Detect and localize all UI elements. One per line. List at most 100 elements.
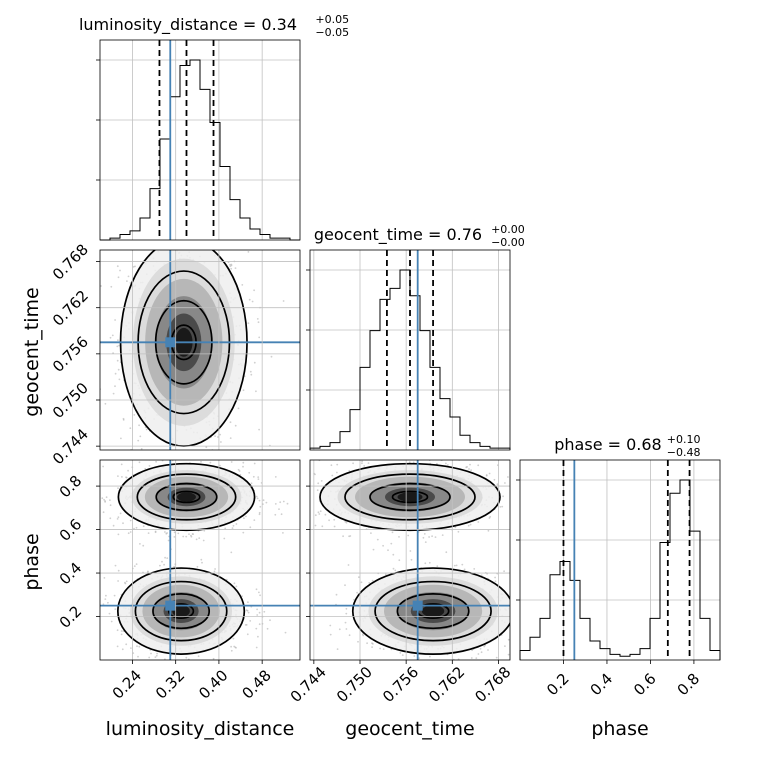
panel-luminosity-distance-vs-phase-sample-point bbox=[282, 532, 284, 534]
panel-luminosity-distance-vs-phase-sample-point bbox=[166, 557, 169, 559]
panel-geocent-time-vs-phase-sample-point bbox=[441, 534, 444, 536]
panel-luminosity-distance-vs-geocent-time-sample-point bbox=[168, 457, 170, 459]
panel-geocent-time-vs-phase-sample-point bbox=[480, 651, 483, 654]
panel-geocent-time-vs-phase-sample-point bbox=[379, 647, 381, 650]
panel-luminosity-distance-vs-phase-contour-0-1 bbox=[136, 473, 237, 521]
panel-luminosity-distance-vs-geocent-time-sample-point bbox=[230, 267, 233, 270]
hist-luminosity-distance: luminosity_distance = 0.34 +0.05−0.05 bbox=[79, 13, 349, 241]
panel-luminosity-distance-vs-phase-sample-point bbox=[161, 668, 163, 670]
panel-luminosity-distance-vs-phase-sample-point bbox=[170, 453, 172, 455]
panel-luminosity-distance-vs-phase-sample-point bbox=[102, 511, 105, 514]
panel-luminosity-distance-vs-phase-sample-point bbox=[148, 465, 151, 467]
panel-luminosity-distance-vs-phase-sample-point bbox=[182, 535, 185, 538]
panel-geocent-time-vs-phase-sample-point bbox=[515, 616, 517, 618]
panel-geocent-time-vs-phase-sample-point bbox=[377, 458, 379, 460]
panel-luminosity-distance-vs-phase-sample-point bbox=[245, 515, 247, 518]
panel-geocent-time-vs-phase-sample-point bbox=[431, 535, 433, 538]
panel-geocent-time-vs-phase-sample-point bbox=[319, 510, 322, 513]
panel-luminosity-distance-vs-phase-sample-point bbox=[198, 537, 201, 539]
panel-luminosity-distance-vs-phase-sample-point bbox=[125, 476, 127, 479]
panel-geocent-time-vs-phase-frame bbox=[309, 459, 511, 661]
panel-luminosity-distance-vs-phase-sample-point bbox=[258, 611, 261, 614]
panel-luminosity-distance-vs-phase-sample-point bbox=[252, 475, 255, 478]
panel-luminosity-distance-vs-phase-sample-point bbox=[146, 456, 148, 458]
panel-geocent-time-vs-phase-sample-point bbox=[515, 473, 517, 475]
panel-geocent-time-vs-phase-sample-point bbox=[382, 648, 385, 650]
panel-luminosity-distance-vs-phase-sample-point bbox=[109, 499, 111, 501]
panel-geocent-time-vs-phase-sample-point bbox=[367, 662, 369, 664]
panel-luminosity-distance-vs-geocent-time-sample-point bbox=[237, 407, 240, 410]
ytick-geocent-time-2-label: 0.756 bbox=[49, 333, 92, 376]
hist-geocent-time-title: geocent_time = 0.76 bbox=[314, 225, 482, 245]
panel-luminosity-distance-vs-geocent-time-grid bbox=[100, 250, 300, 450]
panel-luminosity-distance-vs-phase-sample-point bbox=[280, 513, 283, 516]
panel-geocent-time-vs-phase-sample-point bbox=[379, 455, 381, 457]
panel-luminosity-distance-vs-phase-sample-point bbox=[104, 501, 106, 503]
panel-geocent-time-vs-phase-sample-point bbox=[391, 453, 393, 455]
panel-luminosity-distance-vs-geocent-time-sample-point bbox=[219, 433, 222, 436]
panel-luminosity-distance-vs-phase-truth-marker bbox=[165, 600, 176, 611]
panel-geocent-time-vs-phase-sample-point bbox=[345, 607, 348, 610]
panel-luminosity-distance-vs-phase-sample-point bbox=[120, 633, 123, 636]
panel-luminosity-distance-vs-phase-sample-point bbox=[237, 468, 240, 471]
panel-luminosity-distance-vs-geocent-time-sample-point bbox=[161, 242, 163, 244]
panel-luminosity-distance-vs-phase-sample-point bbox=[96, 506, 98, 508]
ytick-phase-1-label: 0.4 bbox=[56, 559, 86, 589]
panel-luminosity-distance-vs-phase-sample-point bbox=[209, 461, 212, 464]
panel-geocent-time-vs-phase-sample-point bbox=[434, 536, 437, 538]
panel-luminosity-distance-vs-phase-sample-point bbox=[200, 677, 202, 679]
panel-luminosity-distance-vs-phase-sample-point bbox=[87, 591, 89, 593]
panel-luminosity-distance-vs-phase-sample-point bbox=[274, 476, 277, 478]
panel-luminosity-distance-vs-phase-contour-1-1 bbox=[134, 580, 228, 642]
panel-luminosity-distance-vs-geocent-time-sample-point bbox=[258, 428, 260, 431]
panel-luminosity-distance-vs-geocent-time-sample-point bbox=[184, 456, 186, 458]
xtick-luminosity-distance-3-label: 0.48 bbox=[238, 666, 274, 702]
panel-geocent-time-vs-phase-sample-point bbox=[517, 604, 519, 606]
panel-geocent-time-vs-phase-sample-point bbox=[427, 663, 429, 665]
panel-geocent-time-vs-phase-sample-point bbox=[514, 585, 516, 587]
hist-geocent-time-frame bbox=[309, 249, 511, 451]
panel-geocent-time-vs-phase-sample-point bbox=[461, 664, 463, 666]
panel-geocent-time-vs-phase-sample-point bbox=[371, 579, 374, 582]
panel-luminosity-distance-vs-phase-sample-point bbox=[129, 519, 132, 522]
panel-luminosity-distance-vs-phase-sample-point bbox=[142, 544, 145, 547]
panel-luminosity-distance-vs-geocent-time-sample-point bbox=[118, 378, 121, 381]
panel-luminosity-distance-vs-phase-sample-point bbox=[239, 473, 242, 476]
panel-geocent-time-vs-phase-sample-point bbox=[461, 563, 464, 566]
panel-geocent-time-vs-phase-sample-point bbox=[475, 657, 478, 659]
panel-luminosity-distance-vs-geocent-time-sample-point bbox=[117, 339, 119, 342]
panel-geocent-time-vs-phase-sample-point bbox=[333, 525, 336, 528]
panel-luminosity-distance-vs-phase-sample-point bbox=[148, 656, 151, 659]
panel-luminosity-distance-vs-geocent-time-sample-point bbox=[133, 414, 136, 416]
panel-geocent-time-vs-phase-sample-point bbox=[517, 636, 519, 638]
panel-geocent-time-vs-phase-sample-point bbox=[515, 461, 517, 463]
panel-geocent-time-vs-phase-sample-point bbox=[517, 613, 519, 615]
panel-luminosity-distance-vs-geocent-time-sample-point bbox=[220, 441, 222, 443]
panel-luminosity-distance-vs-phase-sample-point bbox=[124, 581, 126, 584]
panel-luminosity-distance-vs-phase-sample-point bbox=[156, 652, 159, 655]
panel-luminosity-distance-vs-phase-sample-point bbox=[121, 648, 124, 651]
panel-luminosity-distance-vs-phase-sample-point bbox=[284, 631, 287, 634]
panel-luminosity-distance-vs-geocent-time-sample-point bbox=[180, 244, 182, 246]
panel-luminosity-distance-vs-phase-sample-point bbox=[250, 482, 253, 485]
panel-geocent-time-vs-phase-sample-point bbox=[390, 542, 393, 545]
panel-luminosity-distance-vs-phase-sample-point bbox=[173, 531, 176, 534]
panel-luminosity-distance-vs-phase-sample-point bbox=[266, 627, 269, 630]
panel-luminosity-distance-vs-geocent-time-sample-point bbox=[110, 285, 113, 288]
panel-luminosity-distance-vs-geocent-time-sample-point bbox=[132, 266, 135, 268]
panel-luminosity-distance-vs-phase-sample-point bbox=[135, 526, 138, 529]
panel-luminosity-distance-vs-phase-contour-1-3 bbox=[167, 603, 195, 620]
panel-geocent-time-vs-phase-contour-0-2 bbox=[369, 482, 451, 512]
panel-geocent-time-vs-phase-sample-point bbox=[285, 516, 287, 518]
panel-luminosity-distance-vs-geocent-time-sample-point bbox=[126, 280, 128, 282]
ytick-geocent-time-3-label: 0.762 bbox=[49, 287, 92, 330]
panel-geocent-time-vs-phase-sample-point bbox=[361, 462, 363, 465]
panel-geocent-time-vs-phase-sample-point bbox=[428, 561, 431, 564]
panel-geocent-time-vs-phase-sample-point bbox=[487, 529, 490, 532]
panel-luminosity-distance-vs-phase-sample-point bbox=[89, 525, 91, 527]
panel-luminosity-distance-vs-geocent-time-sample-point bbox=[255, 390, 257, 393]
panel-geocent-time-vs-phase-sample-point bbox=[329, 633, 332, 636]
panel-geocent-time-vs-phase-sample-point bbox=[464, 661, 466, 663]
panel-geocent-time-vs-phase-sample-point bbox=[501, 505, 504, 508]
panel-geocent-time-vs-phase-sample-point bbox=[414, 453, 416, 455]
